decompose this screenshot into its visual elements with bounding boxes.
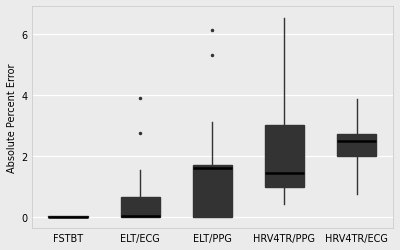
PathPatch shape (48, 216, 88, 218)
Y-axis label: Absolute Percent Error: Absolute Percent Error (7, 63, 17, 172)
PathPatch shape (337, 134, 376, 156)
PathPatch shape (120, 197, 160, 218)
PathPatch shape (265, 126, 304, 187)
PathPatch shape (192, 165, 232, 218)
